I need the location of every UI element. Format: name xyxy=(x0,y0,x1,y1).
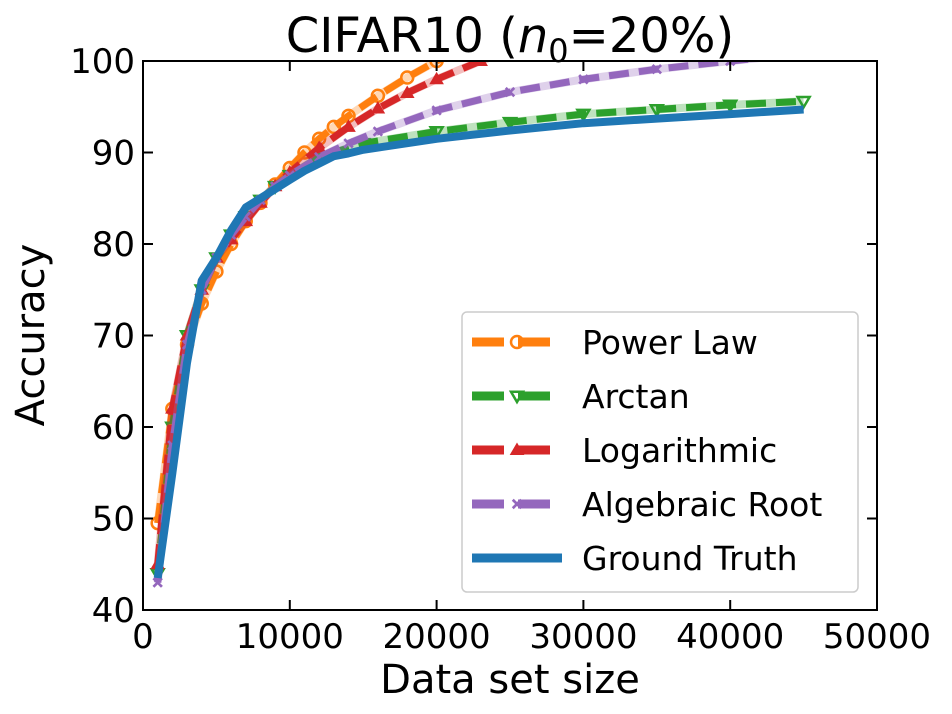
legend-marker xyxy=(509,334,525,350)
series-line xyxy=(153,105,804,579)
y-tick-label: 40 xyxy=(92,591,135,631)
data-point xyxy=(651,64,662,75)
legend-label: Ground Truth xyxy=(582,539,798,578)
x-tick-label: 50000 xyxy=(823,617,931,657)
y-tick-label: 70 xyxy=(92,317,135,357)
legend-item-algebraic-root: Algebraic Root xyxy=(472,485,822,524)
data-point xyxy=(343,138,354,149)
data-point xyxy=(311,140,327,153)
data-point xyxy=(152,577,163,588)
data-point xyxy=(399,70,415,85)
legend-label: Power Law xyxy=(582,323,758,362)
y-axis: 40 50 60 70 80 90 100 xyxy=(70,42,877,631)
chart-title-var: n xyxy=(518,8,548,64)
legend-label: Arctan xyxy=(582,377,690,416)
x-tick-label: 10000 xyxy=(236,617,344,657)
legend-marker xyxy=(508,390,526,405)
y-tick-label: 60 xyxy=(92,408,135,448)
chart-title: CIFAR10 (n0=20%) xyxy=(286,8,735,70)
chart-title-suffix: =20%) xyxy=(569,8,735,64)
data-point xyxy=(341,119,356,132)
legend-item-arctan: Arctan xyxy=(472,377,690,416)
data-point xyxy=(473,61,488,66)
x-tick-label: 30000 xyxy=(529,617,637,657)
data-point xyxy=(372,126,384,137)
legend-item-power-law: Power Law xyxy=(472,323,758,362)
data-point xyxy=(326,119,342,135)
legend-marker xyxy=(509,442,525,455)
data-point xyxy=(575,108,592,123)
chart-title-sub: 0 xyxy=(548,32,568,70)
data-point xyxy=(431,105,442,116)
y-tick-label: 100 xyxy=(70,42,135,82)
legend-marker xyxy=(511,498,523,510)
data-point xyxy=(795,45,812,62)
data-point xyxy=(370,101,386,114)
data-point xyxy=(795,95,812,110)
chart-title-prefix: CIFAR10 ( xyxy=(286,8,518,64)
x-tick-label: 40000 xyxy=(676,617,784,657)
series-ground-truth xyxy=(153,105,804,579)
data-point xyxy=(578,74,589,85)
x-axis: 0 10000 20000 30000 40000 50000 xyxy=(132,61,931,657)
legend-box xyxy=(461,311,859,593)
data-point xyxy=(429,71,444,85)
y-axis-label: Accuracy xyxy=(8,244,54,427)
data-point xyxy=(648,104,665,118)
data-point xyxy=(501,116,519,131)
data-point xyxy=(428,126,445,140)
x-axis-label: Data set size xyxy=(380,657,640,703)
legend-item-logarithmic: Logarithmic xyxy=(472,431,777,470)
legend: Power Law Arctan Logarithmic Algebraic Root… xyxy=(461,311,859,593)
legend-label: Algebraic Root xyxy=(582,485,822,524)
data-point xyxy=(165,401,180,414)
x-tick-label: 20000 xyxy=(383,617,491,657)
legend-item-ground-truth: Ground Truth xyxy=(472,539,798,578)
data-point xyxy=(722,99,739,114)
data-point xyxy=(725,61,736,67)
x-tick-label: 0 xyxy=(132,617,154,657)
series-layer xyxy=(149,45,812,588)
y-tick-label: 50 xyxy=(92,500,135,540)
y-tick-label: 90 xyxy=(92,134,135,174)
data-point xyxy=(399,85,415,98)
legend-label: Logarithmic xyxy=(582,431,777,470)
y-tick-label: 80 xyxy=(92,225,135,265)
data-point xyxy=(504,86,516,98)
